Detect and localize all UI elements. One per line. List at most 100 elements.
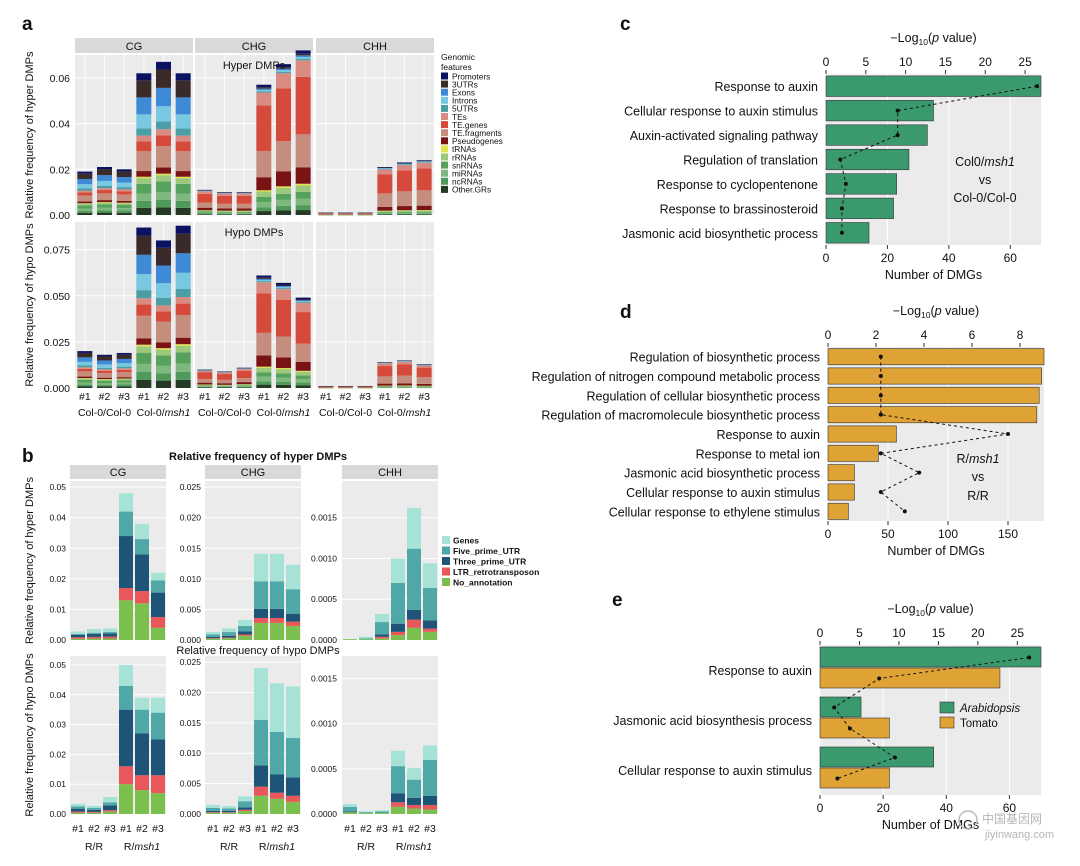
stacked-bar-segment <box>119 709 133 767</box>
stacked-bar-segment <box>397 375 412 384</box>
stacked-bar-segment <box>175 288 191 298</box>
stacked-bar-segment <box>135 523 149 540</box>
stacked-bar-segment <box>136 344 152 347</box>
stacked-bar-segment <box>217 386 232 388</box>
stacked-bar-segment <box>286 564 300 590</box>
stacked-bar-segment <box>97 212 112 215</box>
y-axis-label: Relative frequency of hypo DMPs <box>24 223 36 387</box>
y-axis-label: Relative frequency of hyper DMPs <box>24 477 36 644</box>
stacked-bar-segment <box>135 709 149 734</box>
top-tick-label: 10 <box>892 626 906 640</box>
stacked-bar-segment <box>286 589 300 614</box>
x-tick-label: 50 <box>881 527 895 541</box>
stacked-bar-segment <box>151 739 165 776</box>
y-tick-label: 0.075 <box>44 245 70 257</box>
pvalue-point <box>895 108 900 113</box>
stacked-bar-segment <box>116 212 132 215</box>
stacked-bar-segment <box>175 171 191 177</box>
group-label-mutant-plain: Col-0/ <box>378 407 406 419</box>
stacked-bar-segment <box>397 210 412 211</box>
bar-arabidopsis <box>819 746 934 768</box>
stacked-bar-segment <box>217 203 232 209</box>
stacked-bar-segment <box>236 385 252 386</box>
stacked-bar-segment <box>217 374 232 380</box>
legend-swatch <box>441 72 448 80</box>
stacked-bar-segment <box>416 377 432 384</box>
top-tick-label: 0 <box>823 55 830 69</box>
stacked-bar-segment <box>407 627 421 640</box>
stacked-bar-segment <box>71 811 85 813</box>
legend-swatch <box>442 536 450 544</box>
stacked-bar-segment <box>375 622 389 635</box>
legend-title: features <box>441 62 472 72</box>
stacked-bar-segment <box>136 151 152 172</box>
stacked-bar-segment <box>135 591 149 604</box>
stacked-bar-segment <box>377 366 393 377</box>
y-tick-label: 0.005 <box>180 604 202 614</box>
legend-swatch <box>441 113 448 120</box>
stacked-bar-segment <box>236 370 252 379</box>
legend-swatch <box>441 80 448 88</box>
stacked-bar-segment <box>254 786 268 796</box>
panel-d: d −Log10(p value) 0 2 4 6 8 0 50 100 150 Number of … <box>532 302 1045 558</box>
legend-swatch <box>441 177 448 185</box>
x-tick-label: #2 <box>136 823 148 835</box>
stacked-bar-segment <box>103 802 117 806</box>
y-tick-label: 0.025 <box>180 657 202 667</box>
stacked-bar-segment <box>407 609 421 620</box>
stacked-bar-segment <box>236 384 252 386</box>
x-tick-label: #3 <box>239 823 251 835</box>
top-tick-label: 4 <box>921 328 928 342</box>
stacked-bar-segment <box>97 373 112 378</box>
stacked-bar-segment <box>119 511 133 537</box>
stacked-bar-segment <box>276 282 291 285</box>
legend-swatch <box>442 546 450 555</box>
top-axis-label-part: ( <box>930 304 935 318</box>
stacked-bar-segment <box>197 210 213 212</box>
stacked-bar-segment <box>256 279 272 282</box>
facet-background <box>316 55 434 215</box>
stacked-bar-segment <box>151 572 165 581</box>
x-tick-label: 60 <box>1003 801 1017 815</box>
facet-strip-label: CHH <box>378 467 402 479</box>
stacked-bar-segment <box>136 304 152 316</box>
stacked-bar-segment <box>175 379 191 388</box>
stacked-bar-segment <box>197 193 213 203</box>
x-tick-label: 60 <box>1004 251 1018 265</box>
legend-label: Genes <box>453 536 479 546</box>
category-label: Response to auxin <box>716 428 820 442</box>
stacked-bar-segment <box>156 283 171 298</box>
stacked-bar-segment <box>156 240 171 248</box>
stacked-bar-segment <box>295 343 311 362</box>
stacked-bar-segment <box>377 383 393 386</box>
stacked-bar-segment <box>276 369 291 374</box>
stacked-bar-segment <box>276 64 291 68</box>
stacked-bar-segment <box>77 205 93 209</box>
stacked-bar-segment <box>357 213 373 215</box>
stacked-bar-segment <box>206 638 220 639</box>
stacked-bar-segment <box>222 806 236 809</box>
pvalue-point <box>878 374 883 378</box>
stacked-bar-segment <box>377 193 393 207</box>
stacked-bar-segment <box>318 386 334 388</box>
stacked-bar-segment <box>256 281 272 283</box>
bar <box>827 502 849 520</box>
stacked-bar-segment <box>295 205 311 211</box>
legend-swatch <box>939 701 955 714</box>
bar <box>827 444 879 462</box>
stacked-bar-segment <box>156 365 171 374</box>
stacked-bar-segment <box>175 314 191 338</box>
stacked-bar-segment <box>77 195 93 202</box>
stacked-bar-segment <box>217 211 232 213</box>
stacked-bar-segment <box>151 775 165 794</box>
stacked-bar-segment <box>175 135 191 142</box>
stacked-bar-segment <box>407 808 421 814</box>
stacked-bar-segment <box>97 384 112 387</box>
panel-label-a: a <box>22 14 33 35</box>
stacked-bar-segment <box>116 200 132 203</box>
stacked-bar-segment <box>416 210 432 212</box>
panel-label-d: d <box>620 302 632 323</box>
stacked-bar-segment <box>175 128 191 136</box>
x-tick-label: #3 <box>104 823 116 835</box>
x-tick-label: #2 <box>408 823 420 835</box>
